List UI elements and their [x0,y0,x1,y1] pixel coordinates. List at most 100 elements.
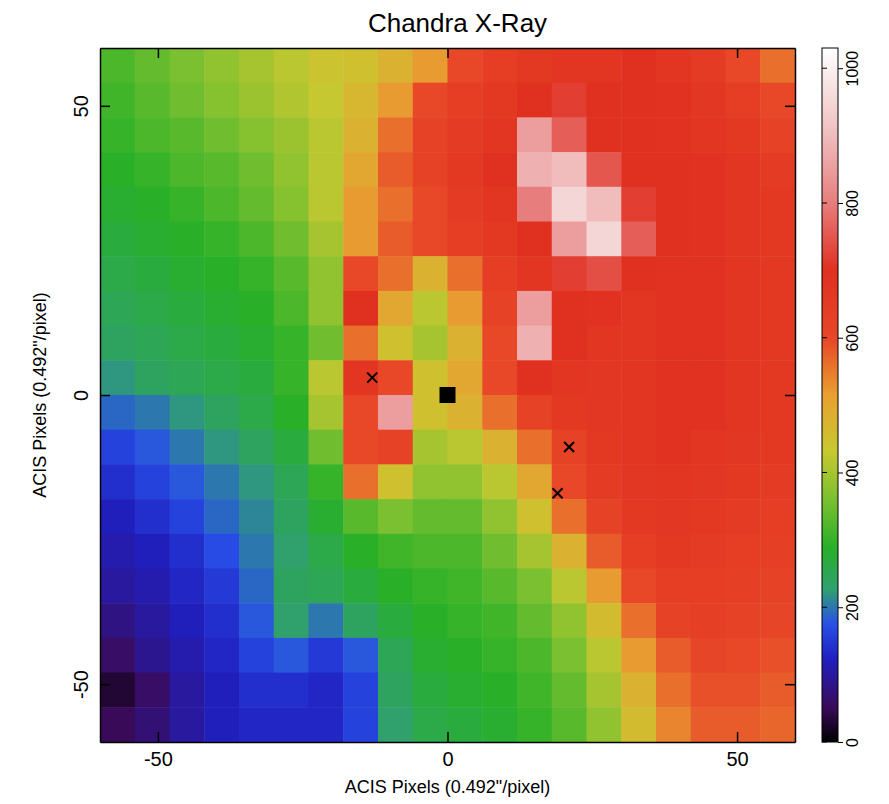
heat-cell [274,291,309,326]
tick-mark [838,68,843,69]
heat-cell [656,326,691,361]
heat-cell [413,673,448,708]
heat-cell [100,48,135,83]
heat-cell [343,534,378,569]
heat-cell [726,707,761,742]
heat-cell [309,256,344,291]
heat-cell [482,395,517,430]
heat-cell [100,187,135,222]
heat-cell [378,707,413,742]
heat-cell [239,117,274,152]
tick-label: 50 [726,748,748,770]
heat-cell [726,360,761,395]
heat-cell [552,638,587,673]
heat-cell [726,464,761,499]
heat-cell [656,152,691,187]
heat-cell [726,83,761,118]
heat-cell [100,395,135,430]
heat-cell [726,152,761,187]
heat-cell [621,569,656,604]
tick: 0 [70,390,110,401]
tick-mark [822,68,827,69]
heat-cell [170,48,205,83]
heat-cell [343,187,378,222]
tick [785,106,795,107]
heat-cell [621,117,656,152]
heat-cell [170,707,205,742]
heat-cell [552,48,587,83]
heat-cell [100,291,135,326]
tick [737,48,738,58]
tick: 1000 [838,51,861,87]
heat-cell [204,430,239,465]
heat-cell [760,569,795,604]
heat-cell [170,603,205,638]
heat-cell [204,83,239,118]
heat-cell [552,291,587,326]
heat-cell [517,430,552,465]
x-axis-top [101,48,796,58]
heat-cell [343,326,378,361]
chart: -50050-50050Chandra X-RayACIS Pixels (0.… [0,0,889,804]
heat-cell [726,291,761,326]
heat-cell [656,187,691,222]
heat-cell [760,117,795,152]
heat-cell [691,707,726,742]
heat-cell [274,464,309,499]
heat-cell [413,430,448,465]
tick: -50 [70,670,110,699]
heat-cell [482,707,517,742]
heat-cell [621,291,656,326]
tick-mark [737,48,739,58]
heat-cell [135,534,170,569]
heat-cell [760,48,795,83]
heat-cell [170,395,205,430]
heat-cell [587,360,622,395]
heat-cell [587,187,622,222]
heat-cell [413,291,448,326]
heat-cell [100,707,135,742]
tick-label: 800 [844,190,861,217]
tick-label: 0 [844,738,861,747]
heat-cell [587,117,622,152]
heat-cell [552,707,587,742]
heat-cell [170,569,205,604]
heat-cell [413,534,448,569]
colorbar [822,48,838,742]
heat-cell [204,48,239,83]
tick-mark [822,742,827,743]
heat-cell [760,638,795,673]
heat-cell [135,187,170,222]
heat-cell [760,603,795,638]
tick: 200 [838,594,861,621]
heat-cell [378,117,413,152]
heat-cell [656,222,691,257]
heat-cell [691,499,726,534]
heat-cell [587,222,622,257]
heat-cell [482,83,517,118]
heat-cell [656,256,691,291]
chart-title: Chandra X-Ray [368,8,547,38]
heat-cell [726,256,761,291]
heat-cell [204,499,239,534]
heat-cell [239,326,274,361]
heat-cell [517,707,552,742]
y-axis-right [785,49,796,743]
heat-cell [587,464,622,499]
tick-mark [100,395,110,397]
heat-cell [448,222,483,257]
heat-cell [656,499,691,534]
heat-cell [726,603,761,638]
heat-cell [448,430,483,465]
heat-cell [621,222,656,257]
heat-cell [517,569,552,604]
heat-cell [378,395,413,430]
heat-cell [448,152,483,187]
heat-cell [135,326,170,361]
heat-cell [170,638,205,673]
heat-cell [587,707,622,742]
heat-cell [170,534,205,569]
heat-cell [726,48,761,83]
tick-mark [785,684,795,686]
heat-cell [239,430,274,465]
